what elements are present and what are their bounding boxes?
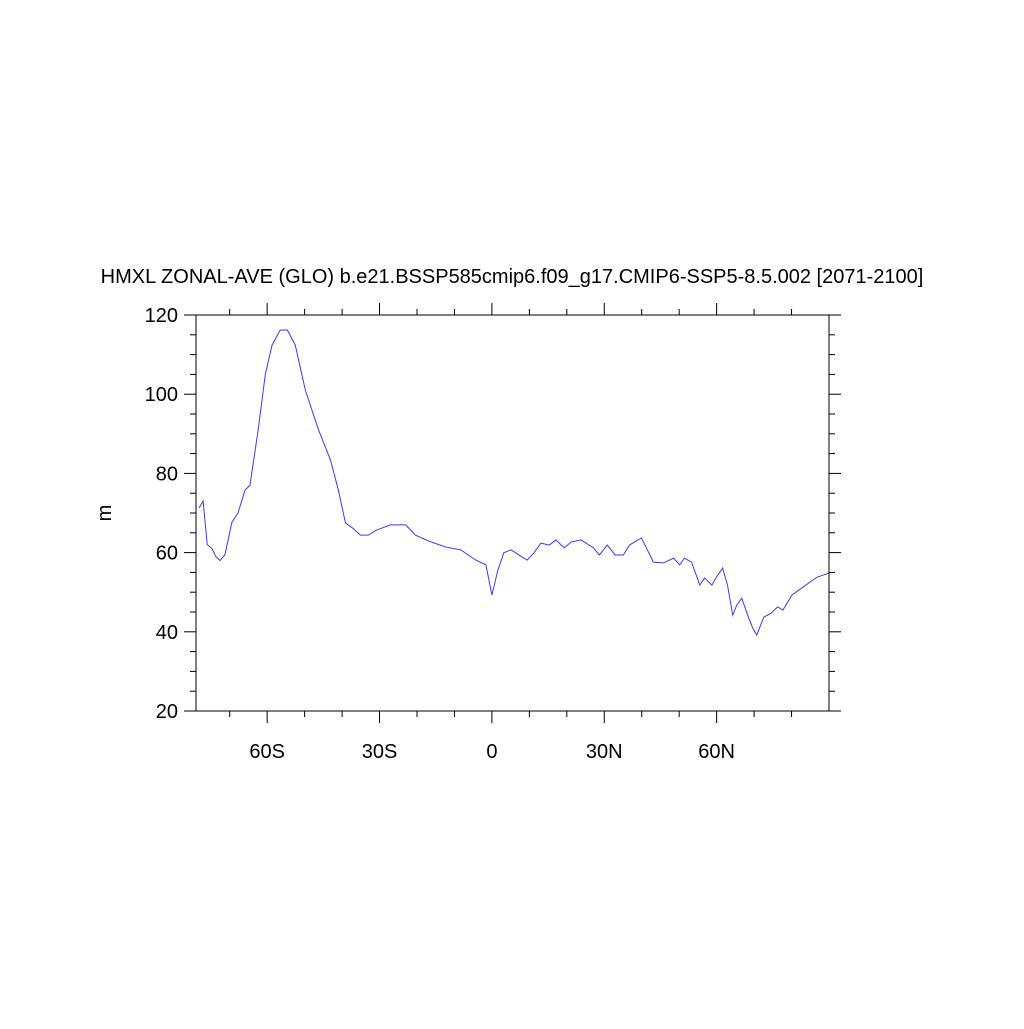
y-tick-label: 80: [156, 463, 178, 485]
chart-title: HMXL ZONAL-AVE (GLO) b.e21.BSSP585cmip6.…: [101, 266, 924, 288]
y-tick-label: 120: [145, 305, 178, 327]
x-tick-label: 30S: [362, 741, 398, 763]
x-tick-label: 0: [486, 741, 497, 763]
y-tick-label: 60: [156, 543, 178, 565]
y-tick-label: 20: [156, 701, 178, 723]
data-line: [198, 329, 830, 637]
x-tick-label: 60S: [249, 741, 285, 763]
y-tick-label: 40: [156, 622, 178, 644]
x-tick-label: 60N: [698, 741, 735, 763]
plot-frame: [195, 314, 830, 712]
y-tick-label: 100: [145, 384, 178, 406]
y-axis-label: m: [94, 505, 116, 522]
x-tick-label: 30N: [586, 741, 623, 763]
